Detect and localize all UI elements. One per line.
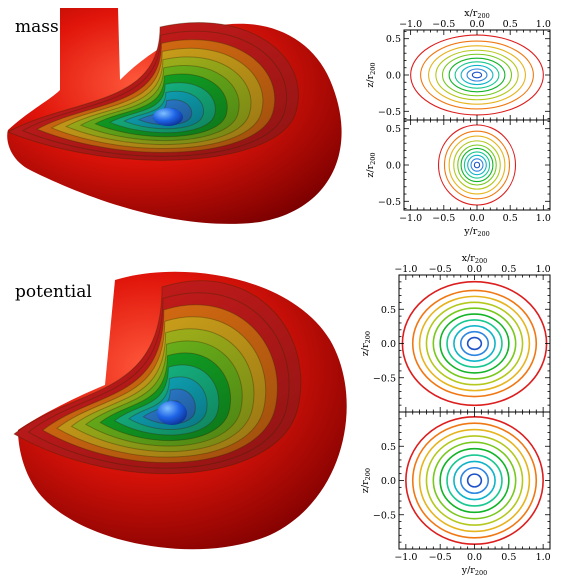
mass-core — [153, 108, 183, 126]
contour-level-7 — [453, 140, 501, 190]
plot-frame — [403, 119, 551, 211]
contour-level-8 — [448, 135, 506, 195]
x-tick-label: 0.5 — [501, 264, 516, 275]
y-tick-label: 0.5 — [386, 124, 401, 135]
x-tick-label: 0.0 — [469, 213, 484, 224]
contour-level-4 — [446, 319, 503, 368]
x-axis-title: x/r200 — [464, 8, 490, 20]
contour-level-10 — [437, 124, 517, 206]
y-tick-label: 0.0 — [386, 71, 401, 82]
y-tick-label: 0.5 — [381, 442, 396, 453]
x-tick-label: 0.0 — [469, 19, 484, 30]
y-tick-label: −0.5 — [378, 107, 401, 118]
y-axis-title: z/r200 — [360, 331, 372, 356]
x-tick-label: 1.0 — [536, 552, 551, 563]
y-tick-label: 0.0 — [386, 161, 401, 172]
x-tick-label: −1.0 — [399, 213, 422, 224]
contour-level-4 — [463, 151, 491, 179]
contour-level-2 — [470, 158, 484, 172]
contour-level-1 — [471, 71, 483, 79]
x-axis-title: x/r200 — [462, 253, 488, 265]
contour-level-10 — [410, 34, 544, 116]
x-tick-label: 0.5 — [501, 552, 516, 563]
y-tick-label: 0.5 — [381, 305, 396, 316]
x-tick-label: −0.5 — [432, 213, 455, 224]
potential-cut-shells — [13, 280, 302, 475]
x-axis-title: y/r200 — [461, 565, 488, 577]
contour-level-3 — [453, 325, 496, 362]
contour-plot-3: −1.0 −0.5 0.0 0.5 1.0 −0.5 0.0 0.5 x/r200 z/r200 — [360, 253, 551, 413]
contour-level-3 — [460, 64, 494, 86]
plot-frame — [398, 411, 551, 550]
contour-level-6 — [432, 307, 517, 380]
x-tick-label: 0.5 — [503, 19, 518, 30]
y-axis-title: z/r200 — [365, 152, 377, 177]
y-tick-label: −0.5 — [373, 373, 396, 384]
contour-level-9 — [411, 289, 538, 398]
y-axis-title: z/r200 — [365, 62, 377, 87]
contour-level-2 — [466, 68, 488, 82]
contour-level-1 — [466, 336, 483, 351]
panel-label-mass: mass — [15, 17, 59, 37]
potential-core — [157, 401, 187, 425]
plot-frame — [403, 29, 551, 121]
y-tick-label: −0.5 — [378, 197, 401, 208]
contour-plots: −1.0 −0.5 0.0 0.5 1.0−0.50.00.5x/r200z/r200−… — [360, 8, 551, 577]
x-tick-label: −0.5 — [432, 19, 455, 30]
contour-level-9 — [420, 40, 534, 110]
contour-level-4 — [454, 61, 500, 89]
contour-level-2 — [459, 466, 490, 495]
contour-level-5 — [439, 447, 510, 514]
x-tick-label: −1.0 — [399, 19, 422, 30]
x-tick-label: 0.0 — [467, 264, 482, 275]
contour-level-4 — [446, 454, 503, 507]
x-tick-label: −1.0 — [394, 552, 417, 563]
panel-label-potential: potential — [15, 282, 92, 302]
plot-frame — [398, 274, 551, 413]
contour-level-7 — [425, 435, 524, 526]
mass-cut-shells — [6, 22, 299, 161]
contour-level-1 — [473, 161, 481, 169]
mass-3d-rendering: mass — [6, 8, 342, 224]
x-tick-label: −0.5 — [429, 264, 452, 275]
y-axis-title: z/r200 — [360, 468, 372, 493]
y-tick-label: 0.0 — [381, 339, 396, 350]
x-tick-label: 1.0 — [536, 264, 551, 275]
contour-level-10 — [401, 280, 548, 407]
contour-level-9 — [411, 422, 538, 539]
y-tick-label: 0.0 — [381, 476, 396, 487]
contour-level-6 — [441, 53, 513, 97]
contour-plot-1: −1.0 −0.5 0.0 0.5 1.0 −0.5 0.0 0.5 x/r200 z/r200 — [365, 8, 551, 121]
contour-level-7 — [435, 49, 519, 101]
potential-3d-rendering: potential — [13, 271, 347, 550]
x-tick-label: 1.0 — [536, 213, 551, 224]
x-tick-label: −1.0 — [394, 264, 417, 275]
x-tick-label: 1.0 — [536, 19, 551, 30]
contour-level-5 — [439, 313, 510, 374]
y-tick-label: 0.5 — [386, 34, 401, 45]
y-tick-label: −0.5 — [373, 510, 396, 521]
contour-level-1 — [466, 473, 483, 488]
x-tick-label: −0.5 — [429, 552, 452, 563]
contour-level-8 — [418, 428, 531, 533]
x-tick-label: 0.0 — [467, 552, 482, 563]
contour-level-9 — [443, 130, 511, 200]
contour-level-8 — [418, 295, 531, 392]
contour-level-3 — [467, 154, 487, 176]
contour-level-7 — [425, 301, 524, 386]
x-axis-title: y/r200 — [463, 226, 490, 238]
contour-plot-4: −1.0 −0.5 0.0 0.5 1.0 −0.5 0.0 0.5 y/r200 z/r200 — [360, 411, 551, 577]
contour-level-5 — [460, 147, 494, 183]
x-tick-label: 0.5 — [503, 213, 518, 224]
contour-plot-2: −1.0 −0.5 0.0 0.5 1.0 −0.5 0.0 0.5 y/r200 z/r200 — [365, 119, 551, 238]
contour-level-3 — [453, 460, 496, 501]
contour-level-6 — [457, 144, 497, 186]
contour-level-8 — [428, 45, 526, 105]
contour-level-6 — [432, 441, 517, 520]
contour-level-2 — [459, 330, 490, 357]
contour-level-5 — [448, 57, 506, 93]
